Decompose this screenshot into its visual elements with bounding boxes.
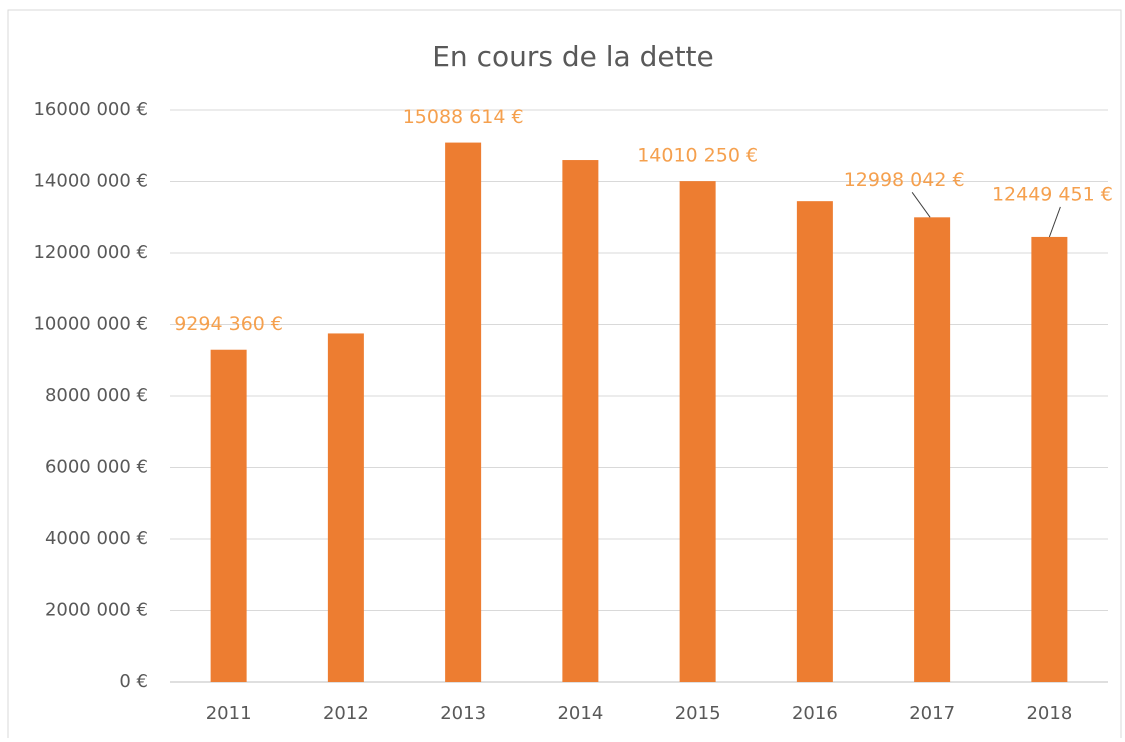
bar — [679, 181, 716, 683]
value-label: 12449 451 € — [992, 183, 1113, 205]
bar — [1031, 236, 1068, 682]
leader-line — [1048, 206, 1061, 238]
bar — [327, 333, 364, 682]
x-tick-label: 2014 — [557, 703, 603, 724]
x-tick-label: 2015 — [675, 703, 721, 724]
x-tick-label: 2013 — [440, 703, 486, 724]
y-tick-label: 16000 000 € — [33, 99, 148, 120]
y-tick-label: 14000 000 € — [33, 171, 148, 192]
value-label: 12998 042 € — [844, 169, 965, 191]
bar — [796, 201, 833, 682]
y-tick-label: 10000 000 € — [33, 314, 148, 335]
x-tick-label: 2018 — [1026, 703, 1072, 724]
y-tick-label: 4000 000 € — [45, 528, 148, 549]
value-label: 14010 250 € — [637, 145, 758, 167]
y-tick-label: 6000 000 € — [45, 457, 148, 478]
bar — [914, 217, 951, 682]
x-tick-label: 2011 — [206, 703, 252, 724]
value-label: 9294 360 € — [174, 313, 283, 335]
y-tick-label: 0 € — [119, 671, 148, 692]
x-tick-label: 2017 — [909, 703, 955, 724]
value-label: 15088 614 € — [403, 106, 524, 128]
bar — [210, 349, 247, 682]
x-tick-label: 2012 — [323, 703, 369, 724]
chart-title: En cours de la dette — [432, 40, 714, 73]
bar — [562, 160, 599, 683]
leader-line — [911, 192, 931, 218]
y-tick-label: 2000 000 € — [45, 600, 148, 621]
x-tick-label: 2016 — [792, 703, 838, 724]
y-tick-label: 8000 000 € — [45, 385, 148, 406]
bar — [445, 142, 482, 683]
y-tick-label: 12000 000 € — [33, 242, 148, 263]
